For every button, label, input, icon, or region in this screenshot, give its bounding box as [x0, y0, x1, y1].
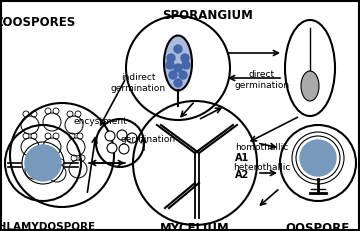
Text: direct
germination: direct germination: [234, 70, 289, 90]
Text: A2: A2: [235, 170, 249, 180]
Circle shape: [300, 140, 336, 176]
Text: CHLAMYDOSPORE: CHLAMYDOSPORE: [0, 222, 95, 231]
Circle shape: [25, 145, 61, 181]
Text: heterothallic: heterothallic: [233, 164, 291, 173]
Circle shape: [182, 61, 190, 69]
Ellipse shape: [301, 71, 319, 101]
Text: OOSPORE: OOSPORE: [286, 222, 350, 231]
Circle shape: [174, 79, 182, 87]
Circle shape: [119, 144, 129, 154]
Text: indirect
germination: indirect germination: [111, 73, 166, 93]
Text: MYCELIUM: MYCELIUM: [160, 222, 230, 231]
Circle shape: [174, 64, 182, 72]
Text: SPORANGIUM: SPORANGIUM: [163, 9, 253, 22]
Circle shape: [179, 71, 187, 79]
Text: A1: A1: [235, 153, 249, 163]
Circle shape: [181, 54, 189, 62]
Ellipse shape: [164, 36, 192, 91]
Text: encystment: encystment: [73, 118, 127, 127]
Circle shape: [166, 61, 174, 69]
Circle shape: [167, 54, 175, 62]
Circle shape: [105, 131, 115, 141]
Circle shape: [169, 71, 177, 79]
Circle shape: [174, 45, 182, 53]
Circle shape: [127, 133, 137, 143]
Text: ZOOSPORES: ZOOSPORES: [0, 16, 76, 29]
Text: germination: germination: [121, 136, 176, 145]
Circle shape: [107, 143, 117, 153]
Text: homothallic: homothallic: [235, 143, 289, 152]
Circle shape: [117, 130, 127, 140]
